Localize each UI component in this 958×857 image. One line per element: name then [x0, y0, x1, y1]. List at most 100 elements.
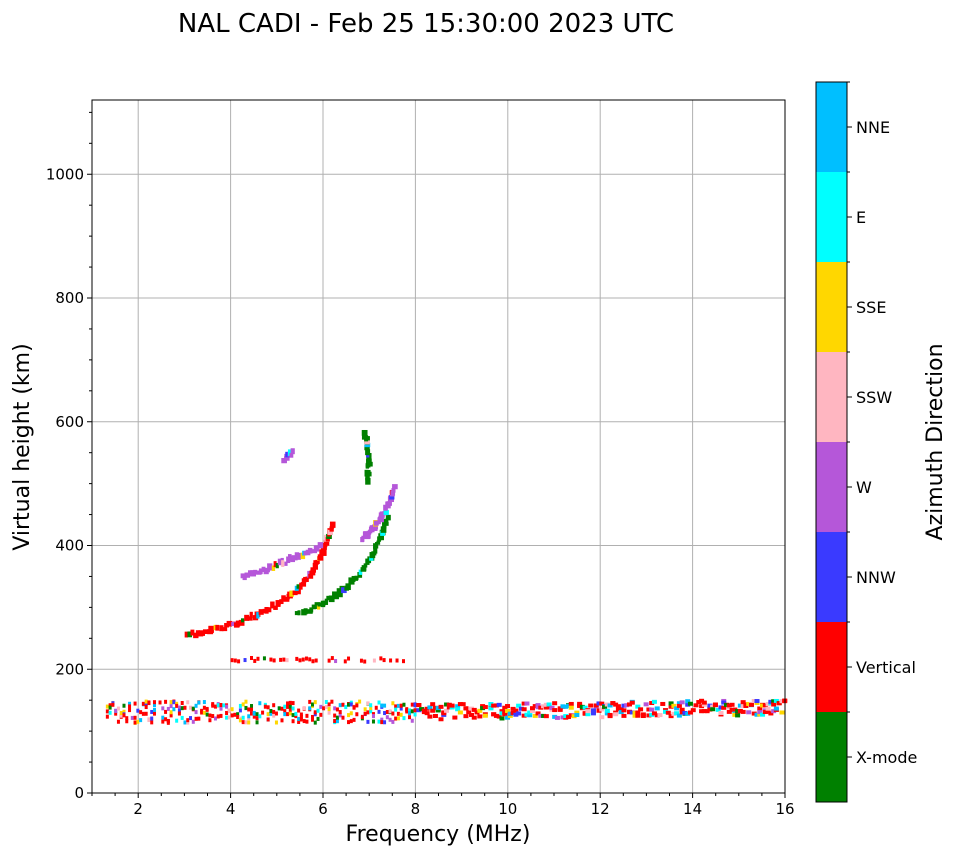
echo-point — [250, 570, 257, 577]
echo-point — [130, 715, 134, 720]
echo-point — [413, 712, 417, 717]
echo-point — [499, 709, 505, 714]
echo-point — [311, 549, 318, 554]
echo-point — [488, 706, 494, 711]
echo-point — [186, 718, 190, 723]
echo-point — [529, 709, 535, 714]
echo-point — [552, 701, 558, 706]
echo-point — [237, 659, 241, 664]
echo-point — [729, 702, 735, 707]
echo-point — [247, 616, 253, 621]
echo-point — [343, 659, 347, 664]
echo-point — [295, 588, 301, 595]
echo-point — [640, 712, 646, 717]
echo-point — [313, 710, 317, 715]
echo-point — [193, 632, 199, 639]
echo-point — [202, 710, 206, 715]
echo-point — [599, 707, 605, 712]
echo-point — [364, 440, 370, 445]
echo-point — [513, 712, 519, 717]
echo-point — [238, 619, 245, 626]
echo-point — [327, 707, 331, 712]
echo-point — [287, 449, 291, 456]
echo-point — [238, 703, 242, 708]
echo-point — [292, 590, 298, 596]
colorbar-category-label: SSW — [856, 388, 892, 407]
echo-point — [281, 595, 286, 602]
echo-point — [449, 703, 455, 708]
echo-point — [227, 715, 231, 720]
echo-point — [365, 475, 370, 481]
echo-point — [187, 631, 193, 638]
echo-point — [241, 702, 245, 707]
echo-point — [291, 706, 295, 711]
data-marks — [105, 429, 788, 725]
echo-point — [152, 703, 156, 708]
echo-point — [405, 707, 409, 712]
echo-point — [510, 710, 516, 715]
echo-point — [358, 699, 362, 704]
echo-point — [638, 707, 644, 712]
echo-point — [347, 720, 351, 725]
echo-point — [535, 703, 541, 708]
echo-point — [119, 713, 123, 718]
colorbar-segment — [816, 82, 847, 172]
echo-point — [289, 452, 294, 458]
echo-point — [347, 702, 351, 707]
echo-point — [765, 706, 771, 711]
echo-point — [241, 618, 245, 623]
echo-point — [144, 701, 148, 706]
echo-point — [224, 623, 230, 628]
echo-point — [446, 705, 452, 710]
echo-point — [568, 705, 574, 710]
colorbar-segment — [816, 352, 847, 442]
echo-point — [327, 702, 331, 707]
echo-point — [341, 715, 345, 720]
echo-point — [175, 701, 179, 706]
echo-point — [560, 715, 566, 720]
echo-point — [301, 657, 305, 662]
echo-point — [635, 710, 641, 715]
echo-point — [383, 509, 389, 515]
echo-point — [718, 705, 724, 710]
echo-point — [250, 656, 254, 661]
echo-point — [444, 708, 450, 713]
echo-point — [236, 714, 240, 719]
echo-point — [355, 712, 359, 717]
echo-point — [416, 708, 422, 713]
echo-point — [543, 702, 549, 707]
echo-point — [373, 546, 378, 554]
echo-point — [676, 703, 682, 708]
echo-point — [768, 699, 774, 704]
echo-point — [169, 704, 173, 709]
echo-point — [590, 708, 596, 713]
echo-point — [718, 710, 724, 715]
echo-point — [452, 715, 458, 720]
echo-point — [438, 704, 444, 709]
echo-point — [375, 541, 379, 549]
echo-point — [771, 702, 777, 707]
echo-point — [236, 712, 240, 717]
echo-point — [152, 707, 156, 712]
echo-point — [238, 708, 242, 713]
echo-point — [244, 705, 248, 710]
echo-point — [369, 703, 373, 708]
echo-point — [419, 707, 425, 712]
echo-point — [255, 712, 259, 717]
echo-point — [316, 605, 321, 610]
echo-point — [266, 712, 270, 717]
echo-point — [762, 710, 768, 715]
echo-point — [262, 656, 266, 661]
echo-point — [347, 713, 351, 718]
echo-point — [499, 711, 505, 716]
echo-point — [316, 708, 320, 713]
echo-point — [183, 705, 187, 710]
echo-point — [754, 699, 760, 704]
echo-point — [618, 710, 624, 715]
echo-point — [219, 713, 223, 718]
echo-point — [546, 702, 552, 707]
echo-point — [272, 713, 276, 718]
echo-point — [105, 714, 109, 719]
echo-point — [280, 706, 284, 711]
echo-point — [189, 716, 193, 721]
